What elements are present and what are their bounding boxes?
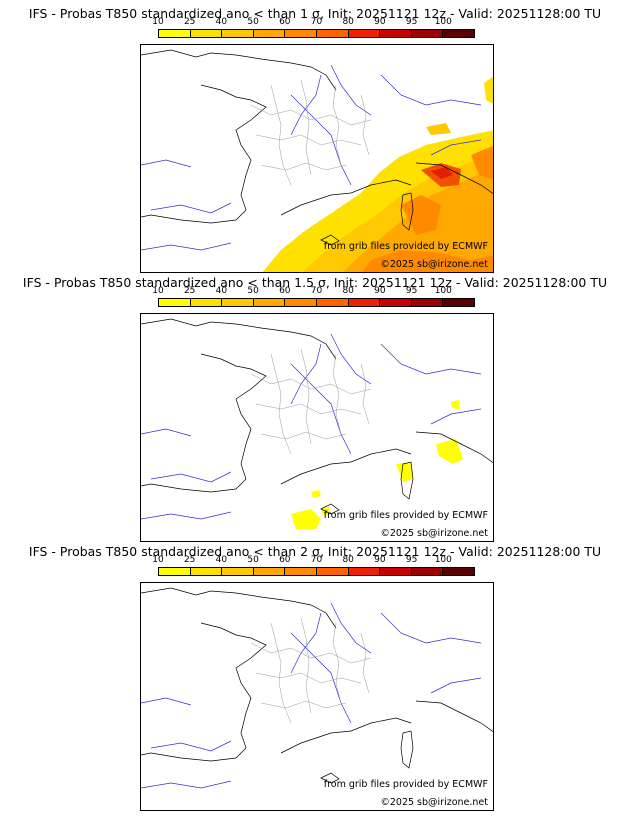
colorbar-tick-label: 80: [342, 555, 354, 565]
rivers: [141, 64, 482, 251]
colorbar-tick-label: 10: [152, 286, 164, 296]
colorbar: [158, 567, 475, 576]
copyright-credit: ©2025 sb@irizone.net: [380, 528, 488, 539]
colorbar-segment: [253, 568, 286, 575]
colorbar-tick-label: 70: [310, 286, 323, 296]
colorbar-tick-label: 70: [310, 17, 323, 27]
colorbar-segment: [190, 568, 223, 575]
colorbar-segment: [285, 30, 317, 37]
colorbar-segment: [380, 299, 412, 306]
copyright-credit: ©2025 sb@irizone.net: [380, 259, 488, 270]
colorbar-tick-label: 95: [405, 555, 418, 565]
colorbar-ticks: 10 25 40 50 60 70 80 90 95 100: [152, 17, 475, 29]
colorbar-tick-label: 25: [183, 17, 196, 27]
colorbar-tick-label: 100: [434, 286, 452, 296]
colorbar-tick-label: 25: [183, 286, 196, 296]
colorbar-tick-label: 60: [279, 17, 291, 27]
coastlines: [141, 318, 493, 515]
map-panel-1-5sigma: IFS - Probas T850 standardized ano < tha…: [0, 275, 630, 543]
colorbar-tick-label: 100: [434, 17, 452, 27]
source-credit: from grib files provided by ECMWF: [323, 779, 488, 790]
colorbar-segment: [348, 568, 381, 575]
colorbar-segment: [159, 299, 191, 306]
colorbar-tick-label: 10: [152, 555, 164, 565]
colorbar-ticks: 10 25 40 50 60 70 80 90 95 100: [152, 286, 475, 298]
colorbar: [158, 29, 475, 38]
colorbar-segment: [285, 299, 317, 306]
colorbar-tick-label: 50: [247, 17, 259, 27]
admin-borders: [250, 617, 372, 724]
colorbar-segment: [253, 299, 286, 306]
colorbar-tick-label: 95: [405, 286, 418, 296]
probability-map: from grib files provided by ECMWF ©2025 …: [140, 313, 494, 542]
colorbar-tick-label: 80: [342, 17, 354, 27]
colorbar-tick-label: 90: [374, 555, 386, 565]
colorbar-segment: [380, 568, 412, 575]
colorbar-tick-label: 25: [183, 555, 196, 565]
panel-title: IFS - Probas T850 standardized ano < tha…: [28, 544, 602, 559]
colorbar-segment: [190, 299, 223, 306]
colorbar-segment: [443, 30, 474, 37]
probability-shading: [262, 76, 493, 272]
rivers: [141, 333, 482, 520]
colorbar-tick-label: 40: [215, 17, 228, 27]
source-credit: from grib files provided by ECMWF: [323, 241, 488, 252]
colorbar-segment: [316, 299, 349, 306]
colorbar-tick-label: 100: [434, 555, 452, 565]
colorbar-tick-label: 10: [152, 17, 164, 27]
colorbar-segment: [222, 299, 254, 306]
colorbar-segment: [443, 568, 474, 575]
colorbar-segment: [159, 30, 191, 37]
colorbar-tick-label: 90: [374, 17, 386, 27]
colorbar-segment: [285, 568, 317, 575]
colorbar-segment: [411, 568, 444, 575]
colorbar-segment: [411, 299, 444, 306]
rivers: [141, 602, 482, 789]
colorbar-segment: [348, 30, 381, 37]
colorbar-segment: [380, 30, 412, 37]
panel-title: IFS - Probas T850 standardized ano < tha…: [28, 6, 602, 21]
colorbar-segment: [222, 568, 254, 575]
probability-map: from grib files provided by ECMWF ©2025 …: [140, 44, 494, 273]
colorbar-segment: [253, 30, 286, 37]
colorbar-segment: [222, 30, 254, 37]
source-credit: from grib files provided by ECMWF: [323, 510, 488, 521]
colorbar-segment: [316, 568, 349, 575]
colorbar-segment: [348, 299, 381, 306]
panel-title: IFS - Probas T850 standardized ano < tha…: [22, 275, 608, 290]
admin-borders: [250, 79, 372, 186]
map-panel-1sigma: IFS - Probas T850 standardized ano < tha…: [0, 6, 630, 274]
colorbar-tick-label: 60: [279, 286, 291, 296]
admin-borders: [250, 348, 372, 455]
colorbar-tick-label: 40: [215, 555, 228, 565]
copyright-credit: ©2025 sb@irizone.net: [380, 797, 488, 808]
colorbar-ticks: 10 25 40 50 60 70 80 90 95 100: [152, 555, 475, 567]
colorbar-tick-label: 90: [374, 286, 386, 296]
colorbar-segment: [190, 30, 223, 37]
probability-map: from grib files provided by ECMWF ©2025 …: [140, 582, 494, 811]
colorbar-tick-label: 50: [247, 286, 259, 296]
colorbar-segment: [159, 568, 191, 575]
colorbar: [158, 298, 475, 307]
colorbar-tick-label: 95: [405, 17, 418, 27]
map-panel-2sigma: IFS - Probas T850 standardized ano < tha…: [0, 544, 630, 812]
colorbar-tick-label: 60: [279, 555, 291, 565]
colorbar-segment: [316, 30, 349, 37]
colorbar-tick-label: 40: [215, 286, 228, 296]
colorbar-segment: [411, 30, 444, 37]
colorbar-tick-label: 80: [342, 286, 354, 296]
colorbar-tick-label: 50: [247, 555, 259, 565]
colorbar-segment: [443, 299, 474, 306]
colorbar-tick-label: 70: [310, 555, 323, 565]
coastlines: [141, 587, 493, 784]
coastlines: [141, 49, 493, 246]
